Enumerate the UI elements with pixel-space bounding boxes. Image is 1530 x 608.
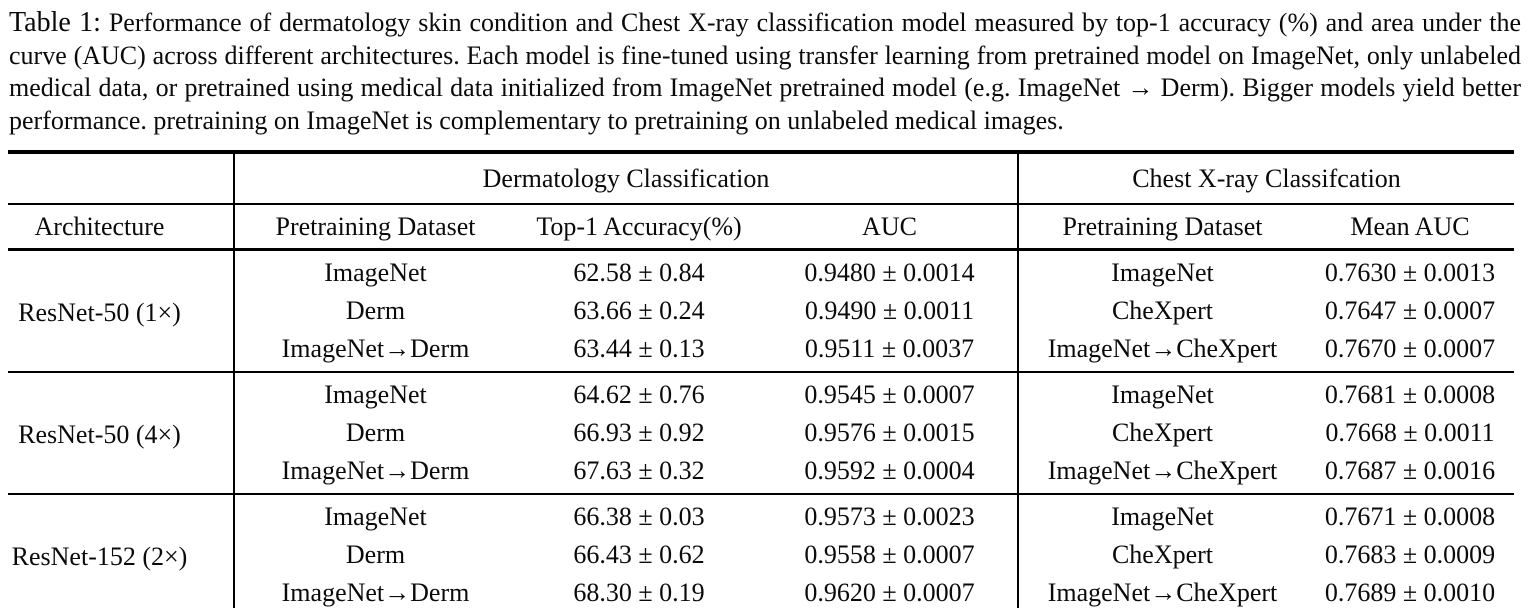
derm-pretraining-cell: ImageNet	[324, 502, 427, 531]
chest-mean-auc-cell: 0.7681 ± 0.0008	[1324, 380, 1496, 409]
chest-pretraining-cell: ImageNet	[1111, 380, 1214, 409]
chest-mean-auc-cell: 0.7683 ± 0.0009	[1324, 540, 1496, 569]
chest-pretraining-cell: ImageNet	[1111, 258, 1214, 287]
table-row: Derm 66.43 ± 0.62 0.9558 ± 0.0007 CheXpe…	[8, 536, 1514, 574]
table-row: ResNet-50 (4×) ImageNet 64.62 ± 0.76 0.9…	[8, 372, 1514, 494]
table-header: Dermatology Classification Chest X-ray C…	[8, 152, 1514, 251]
architecture-cell: ResNet-152 (2×)	[8, 494, 235, 608]
derm-pretraining-cell: ImageNet→Derm	[281, 456, 470, 485]
derm-auc-cell: 0.9511 ± 0.0037	[762, 330, 1019, 372]
group-header-empty-cell	[8, 152, 235, 205]
derm-top1-cell: 62.58 ± 0.84	[573, 258, 705, 287]
table-row: ImageNet→Derm 67.63 ± 0.32 0.9592 ± 0.00…	[8, 452, 1514, 494]
column-header-row: Architecture Pretraining Dataset Top-1 A…	[8, 204, 1514, 251]
derm-pretraining-cell: Derm	[345, 296, 406, 325]
chest-mean-auc-cell: 0.7647 ± 0.0007	[1324, 296, 1496, 325]
derm-auc-cell: 0.9620 ± 0.0007	[762, 574, 1019, 608]
derm-top1-cell: 63.44 ± 0.13	[573, 334, 705, 363]
derm-auc-cell: 0.9576 ± 0.0015	[762, 414, 1019, 452]
architecture-group-resnet50-4x: ResNet-50 (4×) ImageNet 64.62 ± 0.76 0.9…	[8, 372, 1514, 494]
caption-text: Performance of dermatology skin conditio…	[9, 8, 1522, 135]
derm-top1-cell: 67.63 ± 0.32	[573, 456, 705, 485]
group-header-chest-xray: Chest X-ray Classifcation	[1018, 152, 1514, 205]
derm-auc-cell: 0.9545 ± 0.0007	[762, 372, 1019, 414]
table-row: ResNet-50 (1×) ImageNet 62.58 ± 0.84 0.9…	[8, 249, 1514, 372]
group-header-dermatology: Dermatology Classification	[234, 152, 1019, 205]
derm-top1-cell: 66.43 ± 0.62	[573, 540, 705, 569]
chest-pretraining-cell: ImageNet→CheXpert	[1047, 334, 1278, 363]
column-header-derm-pretraining: Pretraining Dataset	[234, 204, 516, 251]
chest-mean-auc-cell: 0.7670 ± 0.0007	[1324, 334, 1496, 363]
architecture-cell: ResNet-50 (1×)	[8, 249, 235, 372]
derm-auc-cell: 0.9480 ± 0.0014	[762, 249, 1019, 292]
derm-top1-cell: 63.66 ± 0.24	[573, 296, 705, 325]
chest-pretraining-cell: CheXpert	[1111, 296, 1214, 325]
results-table: Dermatology Classification Chest X-ray C…	[8, 150, 1514, 608]
derm-top1-cell: 66.93 ± 0.92	[573, 418, 705, 447]
group-header-row: Dermatology Classification Chest X-ray C…	[8, 152, 1514, 205]
chest-pretraining-cell: ImageNet	[1111, 502, 1214, 531]
chest-mean-auc-cell: 0.7687 ± 0.0016	[1324, 456, 1496, 485]
chest-mean-auc-cell: 0.7689 ± 0.0010	[1324, 578, 1496, 607]
column-header-architecture: Architecture	[8, 204, 235, 251]
derm-pretraining-cell: ImageNet→Derm	[281, 334, 470, 363]
derm-top1-cell: 64.62 ± 0.76	[573, 380, 705, 409]
derm-pretraining-cell: ImageNet→Derm	[281, 578, 470, 607]
column-header-derm-auc: AUC	[762, 204, 1019, 251]
column-header-derm-top1: Top-1 Accuracy(%)	[516, 204, 762, 251]
derm-auc-cell: 0.9490 ± 0.0011	[762, 292, 1019, 330]
derm-top1-cell: 68.30 ± 0.19	[573, 578, 705, 607]
derm-auc-cell: 0.9573 ± 0.0023	[762, 494, 1019, 536]
chest-pretraining-cell: ImageNet→CheXpert	[1047, 456, 1278, 485]
table-row: Derm 63.66 ± 0.24 0.9490 ± 0.0011 CheXpe…	[8, 292, 1514, 330]
chest-mean-auc-cell: 0.7668 ± 0.0011	[1325, 418, 1495, 447]
derm-pretraining-cell: ImageNet	[324, 258, 427, 287]
architecture-group-resnet50-1x: ResNet-50 (1×) ImageNet 62.58 ± 0.84 0.9…	[8, 249, 1514, 372]
caption-label: Table 1:	[9, 7, 101, 38]
architecture-cell: ResNet-50 (4×)	[8, 372, 235, 494]
chest-mean-auc-cell: 0.7671 ± 0.0008	[1324, 502, 1496, 531]
table-row: ImageNet→Derm 63.44 ± 0.13 0.9511 ± 0.00…	[8, 330, 1514, 372]
chest-pretraining-cell: CheXpert	[1111, 540, 1214, 569]
derm-top1-cell: 66.38 ± 0.03	[573, 502, 705, 531]
chest-mean-auc-cell: 0.7630 ± 0.0013	[1324, 258, 1496, 287]
derm-auc-cell: 0.9592 ± 0.0004	[762, 452, 1019, 494]
derm-pretraining-cell: ImageNet	[324, 380, 427, 409]
table-row: ImageNet→Derm 68.30 ± 0.19 0.9620 ± 0.00…	[8, 574, 1514, 608]
derm-auc-cell: 0.9558 ± 0.0007	[762, 536, 1019, 574]
derm-pretraining-cell: Derm	[345, 540, 406, 569]
column-header-chest-pretraining: Pretraining Dataset	[1018, 204, 1306, 251]
chest-pretraining-cell: ImageNet→CheXpert	[1047, 578, 1278, 607]
table-row: Derm 66.93 ± 0.92 0.9576 ± 0.0015 CheXpe…	[8, 414, 1514, 452]
column-header-chest-mean-auc: Mean AUC	[1306, 204, 1514, 251]
chest-pretraining-cell: CheXpert	[1111, 418, 1214, 447]
table-row: ResNet-152 (2×) ImageNet 66.38 ± 0.03 0.…	[8, 494, 1514, 608]
derm-pretraining-cell: Derm	[345, 418, 406, 447]
architecture-group-resnet152-2x: ResNet-152 (2×) ImageNet 66.38 ± 0.03 0.…	[8, 494, 1514, 608]
table-caption: Table 1: Performance of dermatology skin…	[0, 0, 1530, 137]
